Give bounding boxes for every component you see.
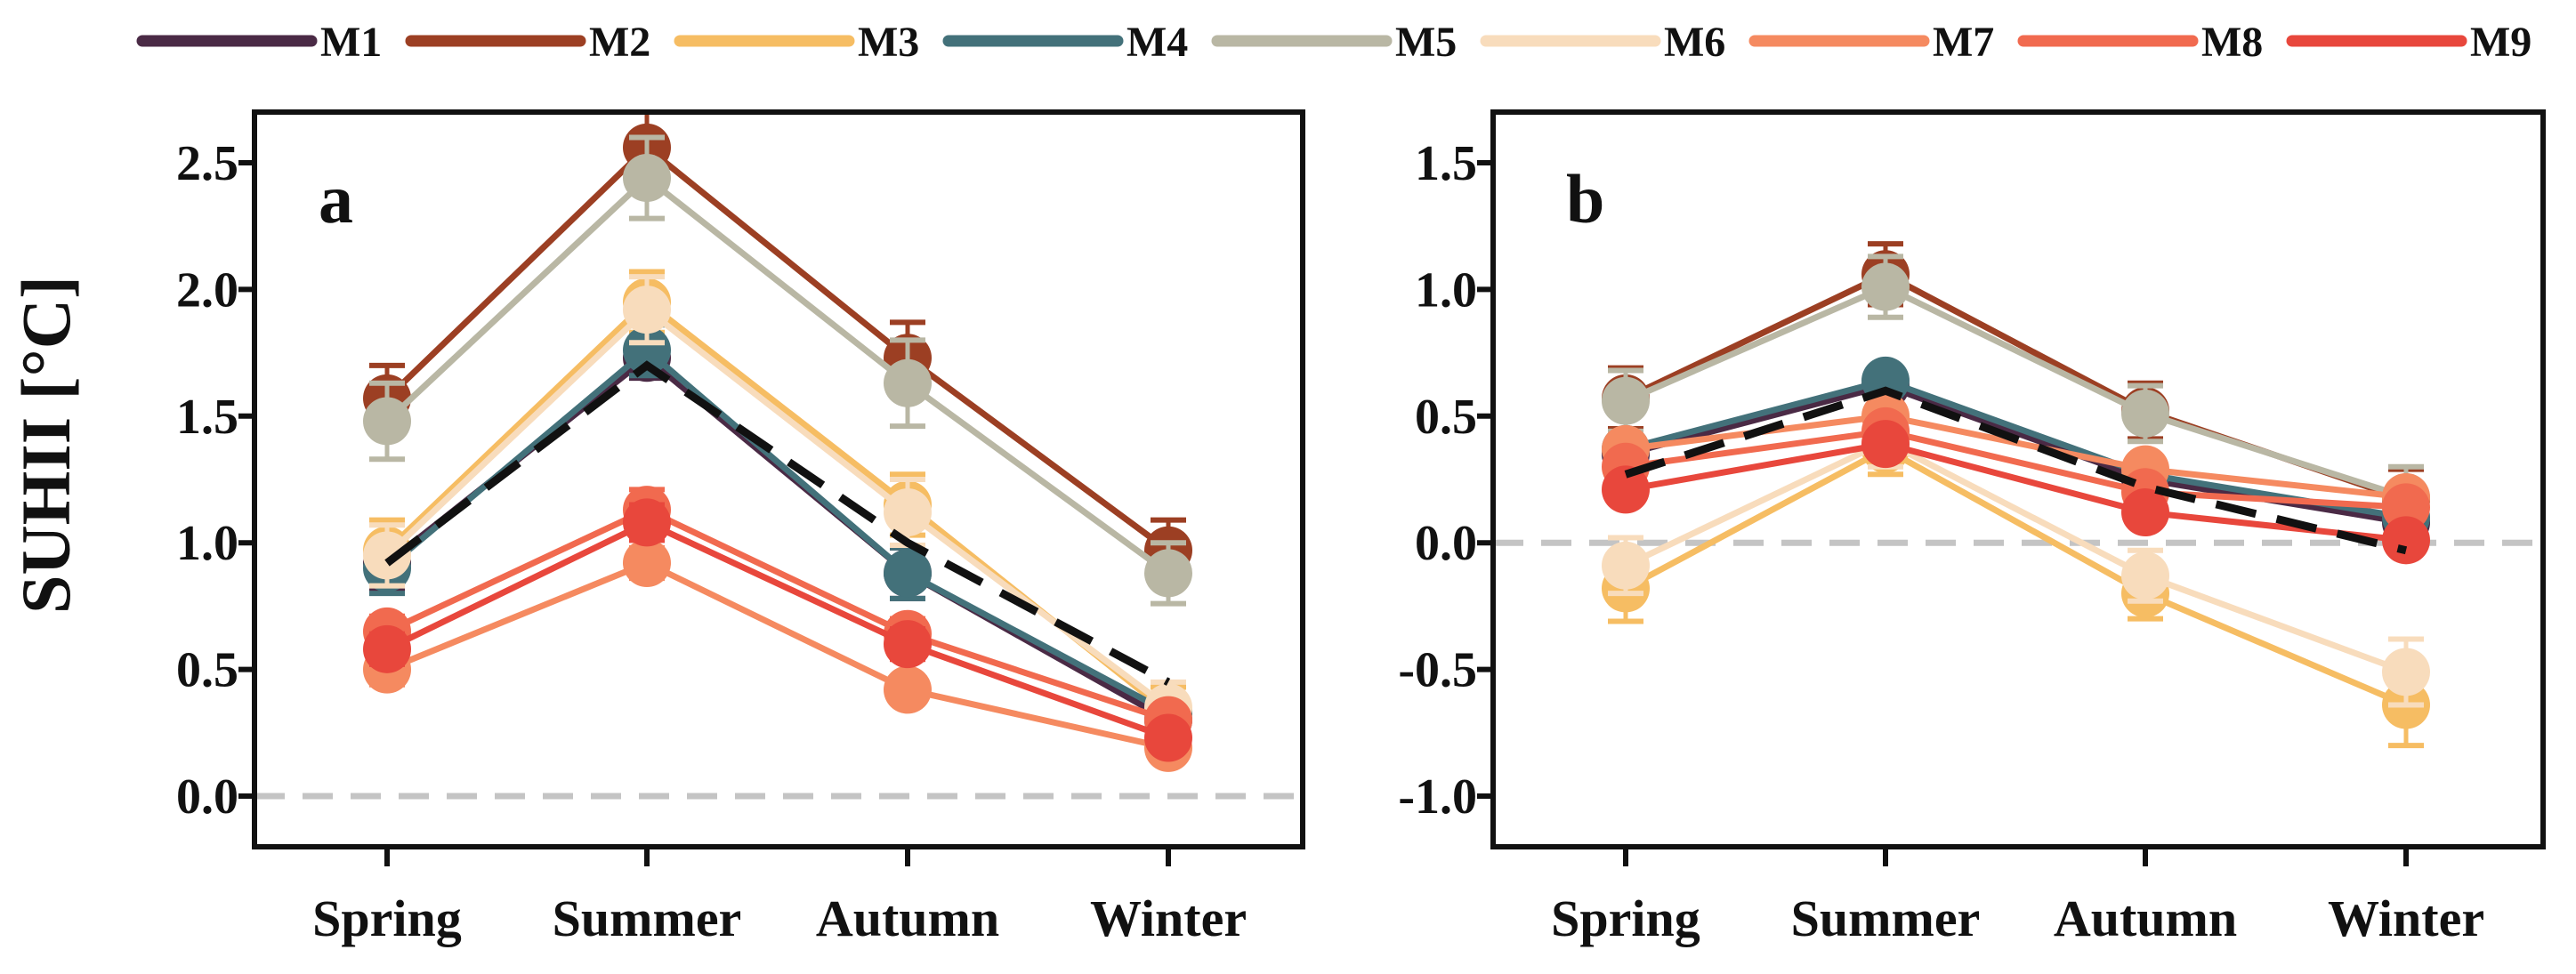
series-line-m8 (385, 506, 1170, 723)
data-point-m9 (1861, 420, 1910, 469)
data-point-m4 (884, 549, 932, 598)
series-line-m4 (384, 346, 1170, 716)
series-m1 (363, 334, 1192, 745)
x-tick-label-autumn: Autumn (816, 889, 999, 947)
data-point-m5 (1144, 549, 1192, 598)
legend-label-m5: M5 (1395, 19, 1457, 66)
mean-dashed-line (1624, 386, 2408, 555)
data-point-m9 (2382, 516, 2430, 565)
data-point-m8 (2382, 483, 2430, 532)
series-line-m9 (385, 519, 1170, 741)
series-m4 (363, 322, 1192, 737)
data-point-m5 (623, 154, 671, 203)
legend-label-m1: M1 (320, 19, 382, 66)
series-line-m8 (1625, 428, 2407, 511)
panel-b: -1.0 -0.5 0.0 0.5 1.0 1.5 Spring Summer Autumn Wi… (1398, 109, 2546, 947)
series-m5 (363, 134, 1192, 607)
data-point-m5 (1602, 376, 1650, 425)
series-m9 (1602, 420, 2430, 565)
data-point-m6 (363, 531, 411, 580)
legend-label-m2: M2 (589, 19, 650, 66)
series-line-m4 (1625, 377, 2407, 521)
data-point-m9 (884, 620, 932, 669)
data-point-m4 (623, 326, 671, 374)
mean-dashed-line (384, 360, 1171, 686)
data-point-m5 (2121, 389, 2169, 438)
data-point-m5 (1861, 262, 1910, 311)
y-tick-label: -1.0 (1398, 769, 1477, 825)
y-tick-label: 0.0 (1415, 516, 1477, 571)
data-point-m7 (623, 538, 671, 587)
data-point-m9 (623, 498, 671, 547)
plot-frame (1490, 109, 2546, 849)
series-line-m5 (384, 173, 1171, 576)
plot-frame (252, 109, 1305, 849)
data-point-m9 (1144, 713, 1192, 762)
y-tick-label: 0.0 (176, 769, 238, 825)
series-m6 (363, 274, 1192, 736)
x-tick-label-summer: Summer (553, 889, 742, 947)
x-tick-label-summer: Summer (1791, 889, 1981, 947)
legend: M1 M2 M3 M4 M5 M6 M7 M8 M9 (136, 19, 2532, 66)
x-tick-label-winter: Winter (1090, 889, 1247, 947)
x-tick-label-spring: Spring (312, 889, 462, 947)
series-m4 (1602, 356, 2430, 542)
legend-label-m6: M6 (1664, 19, 1725, 66)
series-m8 (363, 486, 1192, 745)
series-line-m3 (1624, 445, 2408, 708)
series-line-m7 (385, 559, 1169, 752)
series-line-m6 (384, 305, 1171, 711)
series-m9 (363, 498, 1192, 762)
y-tick-label: 0.5 (176, 643, 238, 698)
data-point-m5 (884, 358, 932, 407)
legend-label-m9: M9 (2470, 19, 2532, 66)
y-tick-label: 1.5 (1415, 136, 1477, 191)
data-point-m6 (623, 286, 671, 334)
y-tick-label: 1.0 (1415, 262, 1477, 318)
series-line-m5 (1624, 283, 2408, 501)
data-point-m6 (1602, 541, 1650, 590)
panel-letter: b (1566, 160, 1604, 237)
data-point-m5 (363, 397, 411, 446)
y-tick-label: 0.5 (1415, 390, 1477, 445)
data-point-m6 (2121, 551, 2169, 600)
data-point-m9 (363, 624, 411, 673)
series-line-m6 (1624, 438, 2408, 675)
data-point-m7 (884, 665, 932, 714)
y-axis-label: SUHII [°C] (7, 276, 85, 614)
series-line-m9 (1625, 440, 2407, 543)
y-tick-label: 2.0 (176, 262, 238, 318)
y-tick-label: -0.5 (1398, 643, 1477, 698)
legend-label-m8: M8 (2201, 19, 2263, 66)
y-tick-label: 2.5 (176, 136, 238, 191)
data-point-m6 (884, 488, 932, 537)
panel-letter: a (319, 160, 353, 237)
series-m2 (363, 109, 1192, 584)
legend-label-m3: M3 (858, 19, 919, 66)
legend-label-m4: M4 (1126, 19, 1188, 66)
panel-a: 0.0 0.5 1.0 1.5 2.0 2.5 Spring Summer Autumn Wint… (176, 109, 1305, 947)
series-m3 (363, 269, 1192, 741)
data-point-m9 (1602, 465, 1650, 514)
legend-label-m7: M7 (1933, 19, 1994, 66)
series-line-m2 (384, 143, 1171, 553)
data-point-m9 (2121, 488, 2169, 537)
y-tick-label: 1.0 (176, 516, 238, 571)
x-tick-label-winter: Winter (2328, 889, 2484, 947)
data-point-m6 (2382, 648, 2430, 696)
y-tick-label: 1.5 (176, 390, 238, 445)
x-tick-label-autumn: Autumn (2054, 889, 2237, 947)
x-tick-label-spring: Spring (1551, 889, 1700, 947)
